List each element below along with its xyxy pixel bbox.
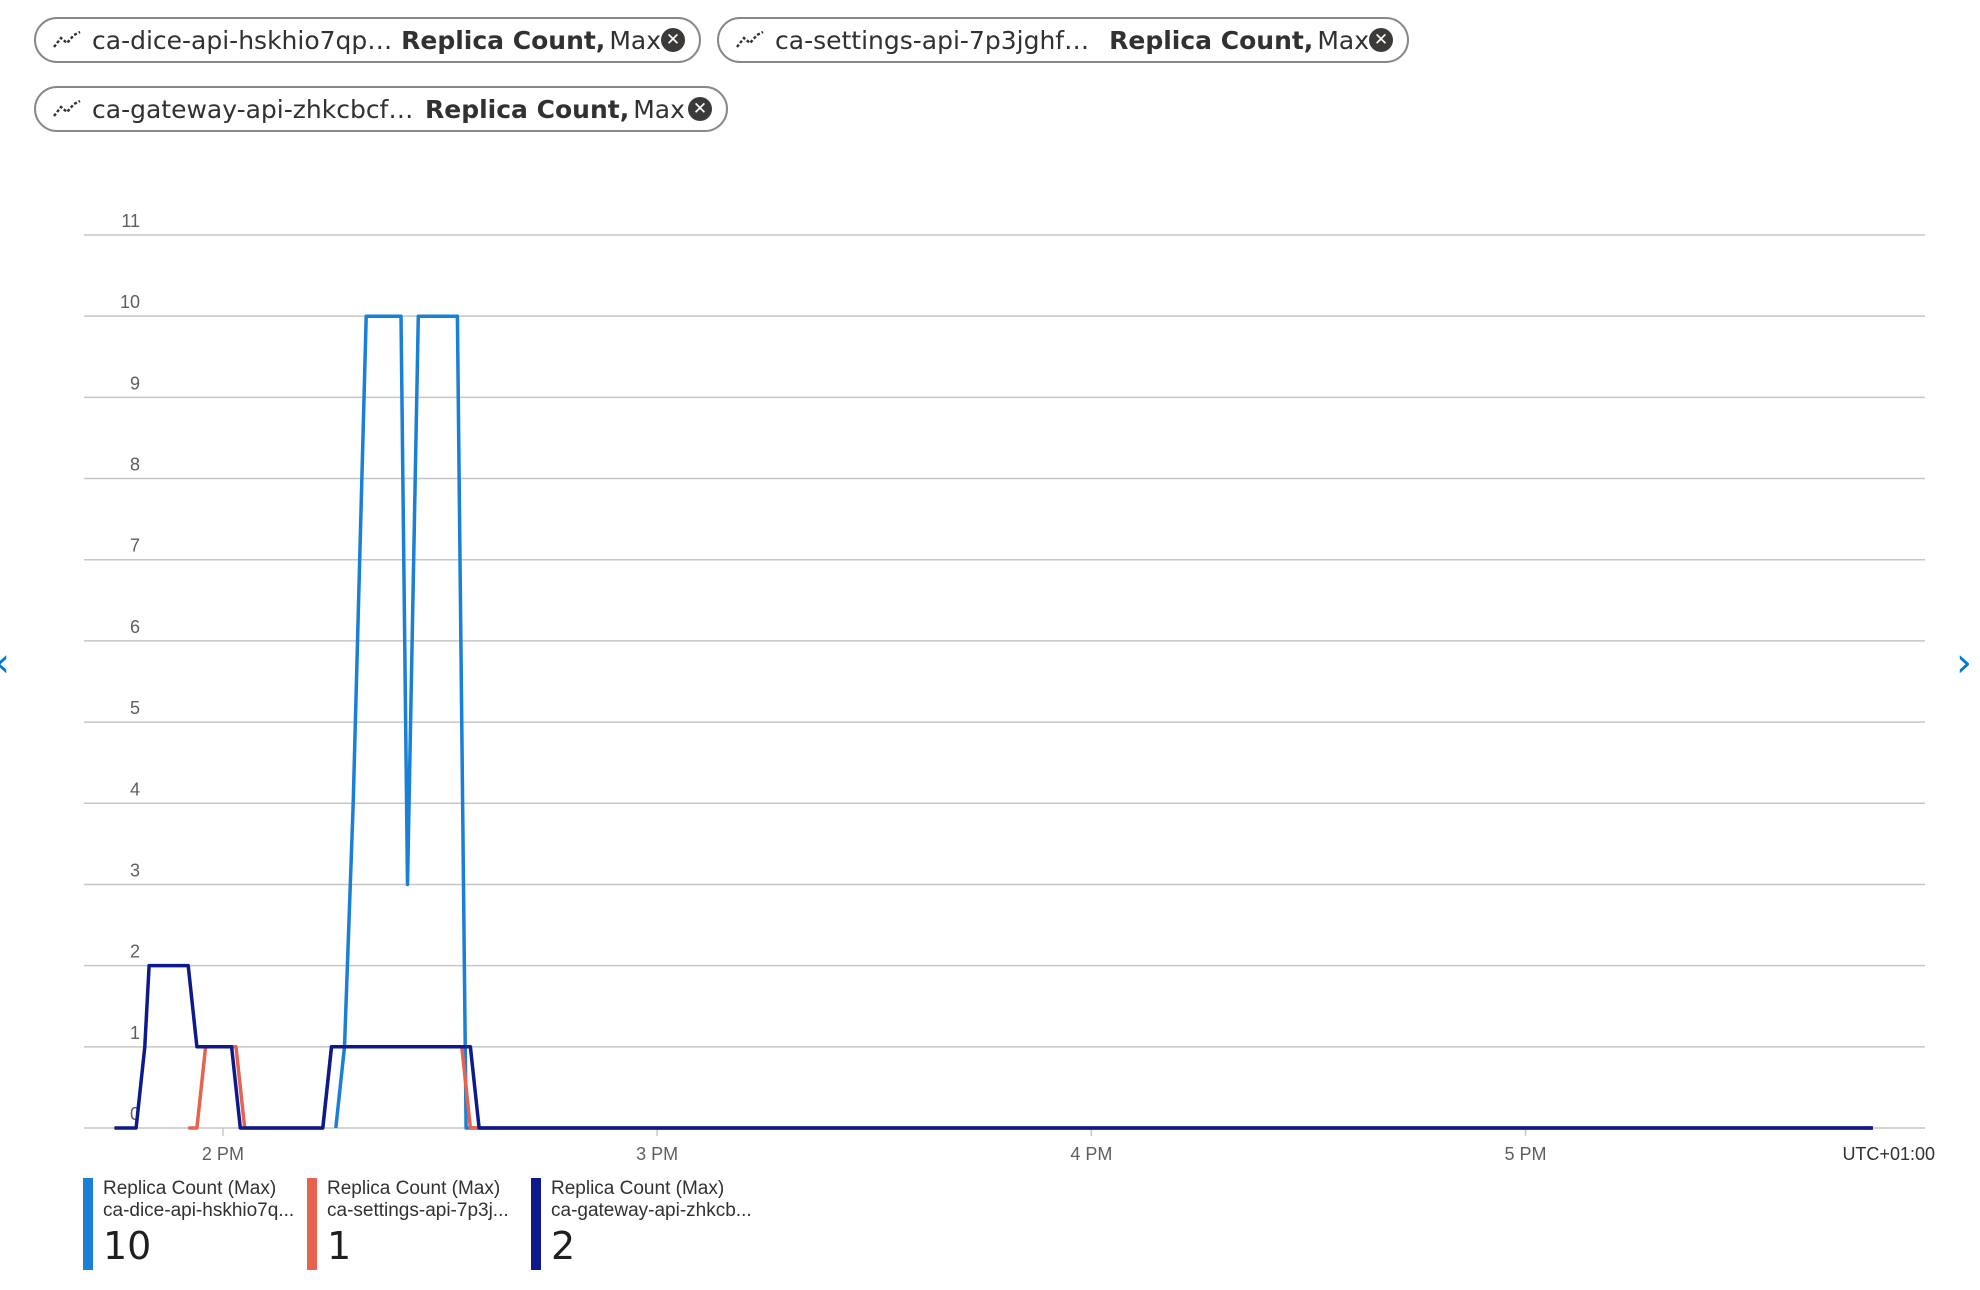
pill-metric-name: Replica Count, — [401, 25, 606, 55]
y-tick-label: 4 — [130, 779, 140, 799]
trend-icon — [736, 30, 764, 48]
legend-item-dice[interactable]: Replica Count (Max) ca-dice-api-hskhio7q… — [83, 1178, 294, 1270]
legend-metric: Replica Count (Max) — [103, 1178, 277, 1199]
metric-pill-dice[interactable]: ca-dice-api-hskhio7qputac, Replica Count… — [34, 17, 701, 63]
metric-pill-settings[interactable]: ca-settings-api-7p3jghfaaa... Replica Co… — [717, 17, 1409, 63]
metric-pill-gateway[interactable]: ca-gateway-api-zhkcbcf3o... Replica Coun… — [34, 86, 728, 132]
legend-swatch — [83, 1178, 93, 1270]
legend-value: 10 — [103, 1224, 152, 1268]
next-chevron-icon[interactable]: › — [1956, 640, 1972, 686]
legend-resource: ca-gateway-api-zhkcb... — [551, 1200, 752, 1221]
x-tick-label: 3 PM — [636, 1144, 678, 1164]
legend-metric: Replica Count (Max) — [327, 1178, 501, 1199]
y-tick-label: 2 — [130, 942, 140, 962]
y-tick-label: 3 — [130, 860, 140, 880]
pill-resource-name: ca-gateway-api-zhkcbcf3o... — [92, 94, 417, 124]
previous-chevron-icon[interactable]: ‹ — [0, 640, 10, 686]
x-tick-label: 4 PM — [1070, 1144, 1112, 1164]
pill-metric-name: Replica Count, — [1109, 25, 1314, 55]
y-tick-label: 7 — [130, 536, 140, 556]
series-line-0 — [334, 314, 1873, 1130]
y-tick-label: 6 — [130, 617, 140, 637]
y-tick-label: 10 — [120, 292, 140, 312]
pill-resource-name: ca-dice-api-hskhio7qputac, — [92, 25, 393, 55]
pill-metric-name: Replica Count, — [425, 94, 630, 124]
legend-resource: ca-dice-api-hskhio7q... — [103, 1200, 295, 1221]
legend-item-settings[interactable]: Replica Count (Max) ca-settings-api-7p3j… — [307, 1178, 509, 1270]
legend-swatch — [307, 1178, 317, 1270]
legend-metric: Replica Count (Max) — [551, 1178, 725, 1199]
y-tick-label: 8 — [130, 455, 140, 475]
x-tick-label: 5 PM — [1505, 1144, 1547, 1164]
pill-aggregation: Max — [1317, 25, 1369, 55]
pill-aggregation: Max — [633, 94, 685, 124]
trend-icon — [53, 30, 81, 48]
legend-item-gateway[interactable]: Replica Count (Max) ca-gateway-api-zhkcb… — [531, 1178, 752, 1270]
legend-swatch — [531, 1178, 541, 1270]
y-tick-label: 5 — [130, 698, 140, 718]
legend-resource: ca-settings-api-7p3j... — [327, 1200, 509, 1221]
series-line-2 — [114, 963, 1873, 1130]
series-line-1 — [188, 1045, 1873, 1130]
legend-value: 1 — [327, 1224, 352, 1268]
pill-resource-name: ca-settings-api-7p3jghfaaa... — [775, 25, 1102, 55]
close-icon[interactable]: ✕ — [1369, 28, 1393, 52]
y-tick-label: 1 — [130, 1023, 140, 1043]
x-tick-label: 2 PM — [202, 1144, 244, 1164]
close-icon[interactable]: ✕ — [661, 28, 685, 52]
close-icon[interactable]: ✕ — [688, 97, 712, 121]
legend-value: 2 — [551, 1224, 576, 1268]
y-tick-label: 0 — [130, 1104, 140, 1124]
replica-count-chart: 0 1 2 3 4 5 6 7 8 9 10 11 2 PM 3 PM 4 PM 5 PM UTC+01:00 — [84, 211, 1935, 1164]
y-tick-label: 11 — [121, 211, 140, 231]
timezone-label: UTC+01:00 — [1842, 1144, 1935, 1164]
y-tick-label: 9 — [130, 373, 140, 393]
pill-aggregation: Max — [609, 25, 661, 55]
trend-icon — [53, 99, 81, 117]
